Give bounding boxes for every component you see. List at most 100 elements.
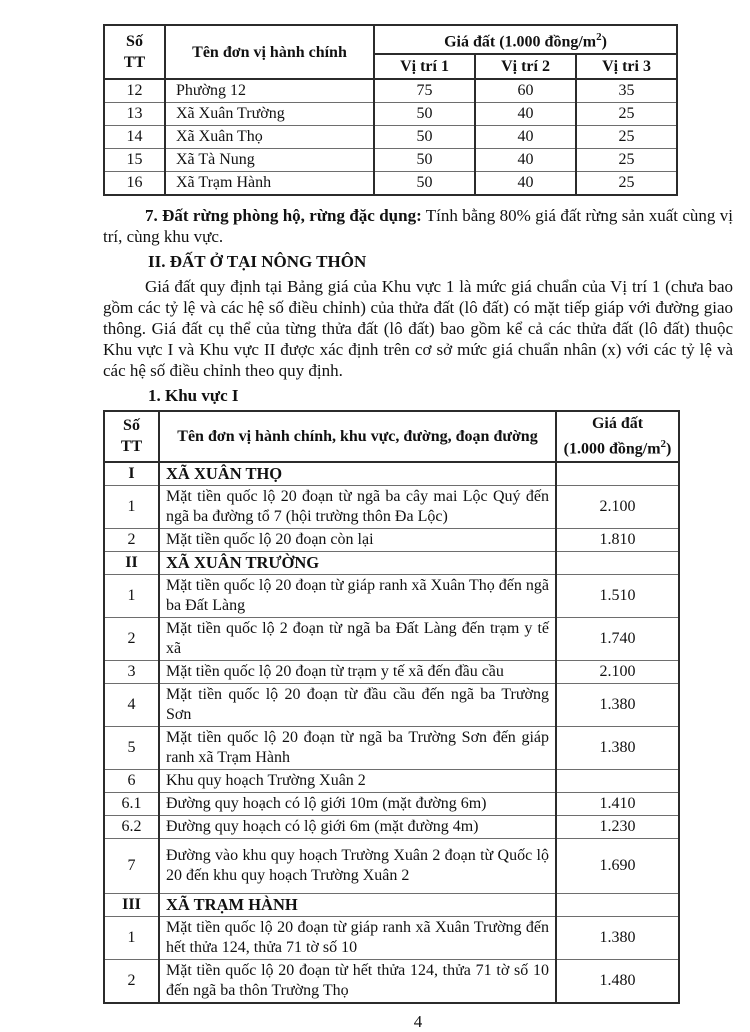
cell-stt: 1 [103,573,160,618]
cell-name: Mặt tiền quốc lộ 20 đoạn từ giáp ranh xã… [158,915,557,960]
cell-stt: 2 [103,958,160,1004]
cell-stt: 3 [103,659,160,684]
cell-name: Đường vào khu quy hoạch Trường Xuân 2 đo… [158,837,557,894]
cell-price: 1.380 [555,915,680,960]
column-header-price-group: Giá đất (1.000 đồng/m2) [372,23,679,56]
cell-name: XÃ XUÂN THỌ [158,461,557,486]
table-subheader-row: Vị trí 1 Vị trí 2 Vị tri 3 [104,53,679,81]
table-row: 6.1 Đường quy hoạch có lộ giới 10m (mặt … [103,791,680,816]
page-number: 4 [413,1011,423,1031]
cell-name: XÃ XUÂN TRƯỜNG [158,550,557,575]
section-row: I XÃ XUÂN THỌ [103,461,680,486]
superscript-2: 2 [596,31,602,43]
table-row: 1 Mặt tiền quốc lộ 20 đoạn từ giáp ranh … [103,573,680,618]
cell-name: Phường 12 [164,78,375,104]
cell-v3: 25 [574,148,679,173]
cell-stt: II [103,550,160,575]
column-header-vitri3: Vị tri 3 [574,53,679,81]
heading-area-1: 1. Khu vực I [148,386,239,406]
table-row: 16 Xã Trạm Hành 50 40 25 [103,171,679,196]
cell-v2: 40 [474,148,577,173]
cell-stt: 13 [103,102,166,127]
section-row: II XÃ XUÂN TRƯỜNG [103,550,680,575]
cell-stt: 12 [103,78,166,104]
column-header-stt: Số TT [103,410,160,463]
heading-rural-land: II. ĐẤT Ở TẠI NÔNG THÔN [148,252,367,272]
cell-name: Mặt tiền quốc lộ 20 đoạn từ đầu cầu đến … [158,682,557,727]
table-row: 1 Mặt tiền quốc lộ 20 đoạn từ giáp ranh … [103,915,680,960]
cell-price: 1.480 [555,958,680,1004]
cell-name: Mặt tiền quốc lộ 20 đoạn từ ngã ba Trườn… [158,725,557,770]
table-row: 1 Mặt tiền quốc lộ 20 đoạn từ ngã ba cây… [103,484,680,529]
section-row: III XÃ TRẠM HÀNH [103,892,680,917]
table-row: 2 Mặt tiền quốc lộ 20 đoạn còn lại 1.810 [103,527,680,552]
table-header-row: Số TT Tên đơn vị hành chính Giá đất (1.0… [103,23,679,81]
table-row: 6 Khu quy hoạch Trường Xuân 2 [103,768,680,793]
cell-stt: 5 [103,725,160,770]
cell-name: Mặt tiền quốc lộ 20 đoạn từ ngã ba cây m… [158,484,557,529]
cell-price: 2.100 [555,484,680,529]
cell-price: 1.510 [555,573,680,618]
cell-price: 1.380 [555,725,680,770]
cell-stt: 4 [103,682,160,727]
cell-price: 1.740 [555,616,680,661]
stt-line2: TT [123,54,146,72]
column-header-price: Giá đất (1.000 đồng/m2) [555,410,680,463]
cell-stt: 6.2 [103,814,160,839]
table-row: 4 Mặt tiền quốc lộ 20 đoạn từ đầu cầu đế… [103,682,680,727]
cell-stt: III [103,892,160,917]
stt-line1: Số [126,33,143,51]
cell-name: Khu quy hoạch Trường Xuân 2 [158,768,557,793]
cell-price: 1.230 [555,814,680,839]
table-row: 12 Phường 12 75 60 35 [103,78,679,104]
column-header-vitri2: Vị trí 2 [474,53,577,81]
section-7-text: Tính bằng 80% giá đất rừng sản xuất cùng… [103,206,733,247]
cell-stt: 7 [103,837,160,894]
cell-v1: 50 [373,171,476,196]
cell-price: 1.810 [555,527,680,552]
table-row: 6.2 Đường quy hoạch có lộ giới 6m (mặt đ… [103,814,680,839]
cell-price: 1.380 [555,682,680,727]
column-header-stt: Số TT [103,23,166,81]
column-header-name: Tên đơn vị hành chính, khu vực, đường, đ… [158,410,557,463]
cell-v1: 75 [373,78,476,104]
cell-stt: I [103,461,160,486]
cell-v1: 50 [373,148,476,173]
cell-name: Mặt tiền quốc lộ 20 đoạn từ hết thửa 124… [158,958,557,1004]
cell-name: Xã Xuân Thọ [164,125,375,150]
cell-v2: 40 [474,125,577,150]
cell-v2: 40 [474,102,577,127]
section-7-label: 7. Đất rừng phòng hộ, rừng đặc dụng: [145,206,422,226]
ward-price-table: Số TT Tên đơn vị hành chính Giá đất (1.0… [103,23,679,197]
cell-name: Mặt tiền quốc lộ 20 đoạn từ trạm y tế xã… [158,659,557,684]
rural-land-paragraph: Giá đất quy định tại Bảng giá của Khu vự… [103,277,733,381]
section-7-paragraph: 7. Đất rừng phòng hộ, rừng đặc dụng: Tín… [103,205,733,247]
cell-price: 1.410 [555,791,680,816]
cell-v3: 35 [574,78,679,104]
cell-name: Xã Trạm Hành [164,171,375,196]
cell-v2: 40 [474,171,577,196]
cell-name: XÃ TRẠM HÀNH [158,892,557,917]
cell-stt: 6.1 [103,791,160,816]
cell-name: Mặt tiền quốc lộ 2 đoạn từ ngã ba Đất Là… [158,616,557,661]
cell-v3: 25 [574,102,679,127]
cell-stt: 2 [103,527,160,552]
cell-name: Mặt tiền quốc lộ 20 đoạn còn lại [158,527,557,552]
cell-stt: 16 [103,171,166,196]
cell-price: 2.100 [555,659,680,684]
cell-price [555,768,680,793]
cell-name: Đường quy hoạch có lộ giới 6m (mặt đường… [158,814,557,839]
cell-price [555,461,680,486]
column-header-vitri1: Vị trí 1 [373,53,476,81]
price-header-line2: (1.000 đồng/m2) [563,438,672,458]
stt-line1: Số [123,417,140,435]
cell-stt: 1 [103,915,160,960]
table-row: 5 Mặt tiền quốc lộ 20 đoạn từ ngã ba Trư… [103,725,680,770]
cell-price [555,892,680,917]
table-row: 2 Mặt tiền quốc lộ 20 đoạn từ hết thửa 1… [103,958,680,1004]
superscript-2: 2 [660,438,667,451]
cell-stt: 14 [103,125,166,150]
cell-v3: 25 [574,125,679,150]
cell-name: Xã Tà Nung [164,148,375,173]
